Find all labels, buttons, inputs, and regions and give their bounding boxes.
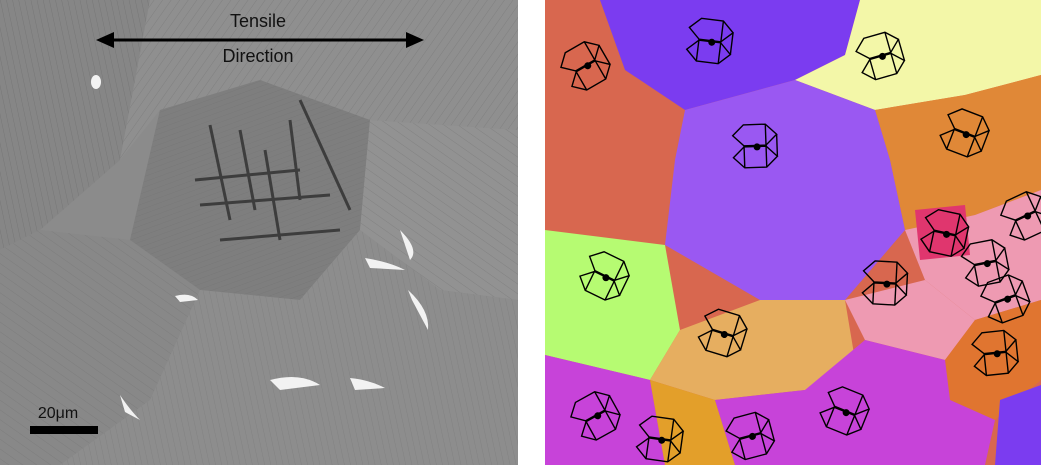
- tensile-direction-arrow: [96, 32, 424, 48]
- unit-cells: [560, 17, 1041, 463]
- hexagonal-prism-icon: [939, 108, 991, 158]
- hexagonal-prism-icon: [971, 329, 1020, 377]
- hexagonal-prism-icon: [579, 251, 631, 301]
- hexagonal-prism-icon: [979, 274, 1031, 324]
- annotation-direction: Direction: [222, 46, 293, 66]
- slip-lines: [0, 230, 200, 465]
- hexagonal-prism-icon: [685, 17, 735, 65]
- ebsd-orientation-map: [545, 0, 1041, 465]
- grain-magenta-bottom: [715, 340, 995, 465]
- grain-pale-yellow: [795, 0, 1041, 110]
- grain-purple-corner: [995, 385, 1041, 465]
- hexagonal-prism-icon: [960, 239, 1010, 287]
- annotation-tensile: Tensile: [230, 11, 286, 31]
- grain-light-green: [545, 230, 680, 380]
- bright-precipitates: [91, 75, 429, 420]
- scale-bar: [30, 426, 98, 434]
- slip-lines: [360, 120, 518, 300]
- ebsd-map-image: [545, 0, 1041, 465]
- hexagonal-prism-icon: [731, 123, 779, 169]
- hexagonal-prism-icon: [725, 411, 776, 461]
- slip-lines: [60, 230, 518, 465]
- grain-pink-mid: [845, 280, 975, 360]
- sem-micrograph-image: Tensile Direction 20μm: [0, 0, 518, 465]
- hexagonal-prism-icon: [855, 31, 906, 81]
- hexagonal-prism-icon: [560, 41, 611, 91]
- grain-tan: [650, 300, 855, 400]
- sem-micrograph: Tensile Direction 20μm: [0, 0, 518, 465]
- hexagonal-prism-icon: [861, 260, 909, 306]
- slip-lines: [0, 0, 150, 250]
- hexagonal-prism-icon: [635, 415, 685, 463]
- grain-violet-center: [665, 80, 905, 300]
- hexagonal-prism-icon: [570, 391, 621, 441]
- hexagonal-prism-icon: [697, 308, 748, 358]
- grain-orange-lower: [945, 300, 1041, 420]
- hexagonal-prism-icon: [819, 386, 871, 436]
- slip-band-steps: [194, 99, 352, 242]
- grain-golden: [650, 380, 735, 465]
- hexagonal-prism-icon: [919, 208, 970, 258]
- grain-pink-cluster: [905, 190, 1041, 320]
- hexagonal-prism-icon: [999, 191, 1041, 241]
- grain-orange-right: [875, 75, 1041, 230]
- scale-bar-label: 20μm: [38, 405, 78, 422]
